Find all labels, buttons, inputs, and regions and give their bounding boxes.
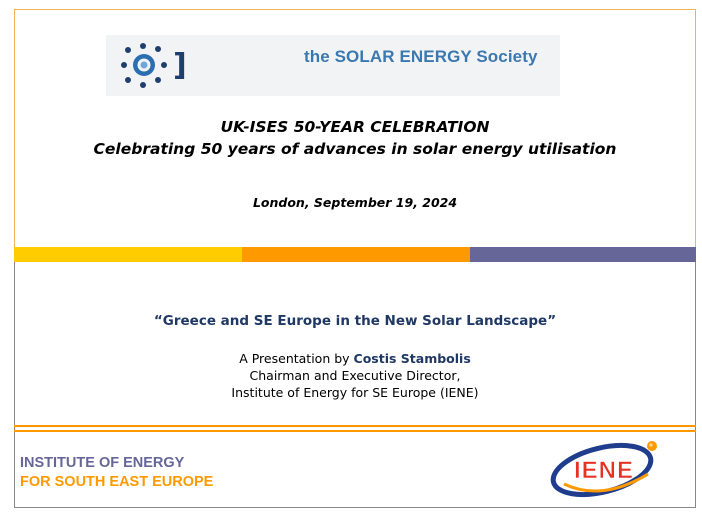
presenter-name: Costis Stambolis <box>353 351 471 366</box>
purple-bar-segment <box>470 247 696 262</box>
top-frame <box>14 9 696 247</box>
event-title-line-1: UK-ISES 50-YEAR CELEBRATION <box>220 118 490 136</box>
orange-separator-upper <box>14 425 696 427</box>
event-date: London, September 19, 2024 <box>252 195 458 210</box>
presentation-title: “Greece and SE Europe in the New Solar L… <box>153 313 557 329</box>
solar-society-logo-banner: ] the SOLAR ENERGY Society <box>106 35 560 96</box>
yellow-bar-segment <box>14 247 242 262</box>
presenter-line: A Presentation by Costis Stambolis <box>14 350 696 367</box>
institute-name-line-1: INSTITUTE OF ENERGY <box>20 455 185 471</box>
presenter-prefix: A Presentation by <box>239 351 354 366</box>
orange-bar-segment <box>242 247 470 262</box>
bottom-frame <box>14 262 696 508</box>
society-name: the SOLAR ENERGY Society <box>304 47 538 66</box>
iene-logo-text: IENE <box>574 457 634 484</box>
presenter-block: A Presentation by Costis Stambolis Chair… <box>14 350 696 401</box>
orange-separator-lower <box>14 430 696 432</box>
presenter-organization: Institute of Energy for SE Europe (IENE) <box>231 385 479 400</box>
event-title: UK-ISES 50-YEAR CELEBRATION Celebrating … <box>14 116 696 160</box>
institute-name-line-2: FOR SOUTH EAST EUROPE <box>20 474 214 490</box>
presenter-role: Chairman and Executive Director, <box>249 368 461 383</box>
logo-bracket: ] <box>173 48 187 83</box>
event-title-line-2: Celebrating 50 years of advances in sola… <box>93 140 617 158</box>
iene-logo-icon: IENE <box>550 441 657 498</box>
sun-bracket-logo-icon: ] <box>121 43 187 88</box>
